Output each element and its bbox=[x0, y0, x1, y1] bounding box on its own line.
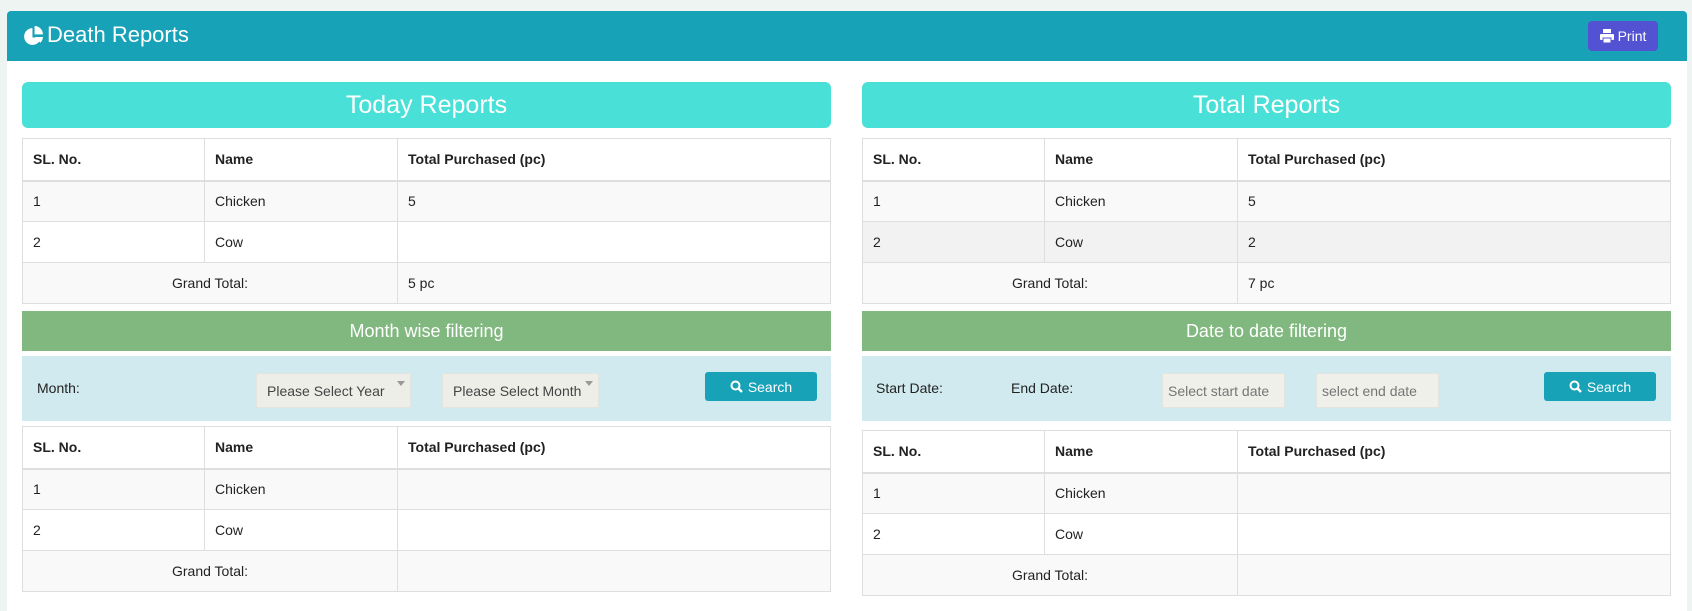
print-label: Print bbox=[1617, 28, 1647, 44]
cell: 1 bbox=[862, 180, 1045, 222]
printer-icon bbox=[1599, 29, 1614, 43]
month-filter-table: SL. No. Name Total Purchased (pc) 1 Chicken… bbox=[22, 426, 831, 592]
total-reports-title: Total Reports bbox=[862, 82, 1671, 128]
search-icon bbox=[730, 380, 743, 393]
month-select[interactable]: Please Select Month bbox=[442, 373, 599, 408]
cell: Cow bbox=[1044, 513, 1238, 555]
table-header-row: SL. No. Name Total Purchased (pc) bbox=[862, 430, 1671, 474]
grand-total-label: Grand Total: bbox=[22, 262, 398, 304]
table-header-row: SL. No. Name Total Purchased (pc) bbox=[22, 138, 831, 182]
cell: Cow bbox=[204, 221, 398, 263]
year-select[interactable]: Please Select Year bbox=[256, 373, 411, 408]
end-date-input[interactable] bbox=[1316, 373, 1439, 408]
date-filter-table: SL. No. Name Total Purchased (pc) 1 Chicken… bbox=[862, 430, 1671, 596]
table-header-row: SL. No. Name Total Purchased (pc) bbox=[22, 426, 831, 470]
col-sl: SL. No. bbox=[862, 138, 1045, 182]
col-name: Name bbox=[1044, 138, 1238, 182]
end-date-label: End Date: bbox=[1011, 380, 1074, 396]
year-select-value: Please Select Year bbox=[267, 383, 385, 399]
cell: Cow bbox=[1044, 221, 1238, 263]
date-filter-title: Date to date filtering bbox=[862, 311, 1671, 351]
cell: Chicken bbox=[1044, 180, 1238, 222]
table-row: 2 Cow 2 bbox=[862, 221, 1671, 263]
grand-total-value: 7 pc bbox=[1237, 262, 1671, 304]
table-row: 2 Cow bbox=[862, 513, 1671, 555]
grand-total-label: Grand Total: bbox=[862, 262, 1238, 304]
grand-total-row: Grand Total: 5 pc bbox=[22, 262, 831, 304]
pie-chart-icon bbox=[24, 26, 43, 45]
col-total: Total Purchased (pc) bbox=[1237, 138, 1671, 182]
table-row: 2 Cow bbox=[22, 221, 831, 263]
table-row: 1 Chicken bbox=[22, 468, 831, 510]
page-header: Death Reports Print bbox=[7, 11, 1687, 61]
cell bbox=[397, 509, 831, 551]
cell: 1 bbox=[22, 468, 205, 510]
grand-total-label: Grand Total: bbox=[22, 550, 398, 592]
cell: 2 bbox=[22, 221, 205, 263]
cell: 1 bbox=[22, 180, 205, 222]
grand-total-label: Grand Total: bbox=[862, 554, 1238, 596]
cell: Chicken bbox=[204, 468, 398, 510]
caret-down-icon bbox=[585, 381, 593, 386]
col-sl: SL. No. bbox=[22, 138, 205, 182]
cell: 5 bbox=[1237, 180, 1671, 222]
today-reports-section: Today Reports SL. No. Name Total Purchased… bbox=[22, 82, 831, 592]
month-select-value: Please Select Month bbox=[453, 383, 582, 399]
date-search-button[interactable]: Search bbox=[1544, 372, 1656, 401]
today-reports-title: Today Reports bbox=[22, 82, 831, 128]
table-header-row: SL. No. Name Total Purchased (pc) bbox=[862, 138, 1671, 182]
date-filter-form: Start Date: End Date: Search bbox=[862, 356, 1671, 421]
month-filter-form: Month: Please Select Year Please Select … bbox=[22, 356, 831, 421]
col-sl: SL. No. bbox=[862, 430, 1045, 474]
grand-total-row: Grand Total: bbox=[22, 550, 831, 592]
table-row: 1 Chicken 5 bbox=[22, 180, 831, 222]
start-date-label: Start Date: bbox=[876, 380, 943, 396]
grand-total-value bbox=[397, 550, 831, 592]
grand-total-value: 5 pc bbox=[397, 262, 831, 304]
cell: 2 bbox=[1237, 221, 1671, 263]
today-reports-table: SL. No. Name Total Purchased (pc) 1 Chicken… bbox=[22, 138, 831, 304]
cell: 2 bbox=[22, 509, 205, 551]
grand-total-row: Grand Total: bbox=[862, 554, 1671, 596]
table-row: 2 Cow bbox=[22, 509, 831, 551]
col-total: Total Purchased (pc) bbox=[397, 426, 831, 470]
col-name: Name bbox=[1044, 430, 1238, 474]
table-row: 1 Chicken bbox=[862, 472, 1671, 514]
cell: 1 bbox=[862, 472, 1045, 514]
col-total: Total Purchased (pc) bbox=[397, 138, 831, 182]
cell: Chicken bbox=[204, 180, 398, 222]
col-sl: SL. No. bbox=[22, 426, 205, 470]
col-name: Name bbox=[204, 426, 398, 470]
table-row: 1 Chicken 5 bbox=[862, 180, 1671, 222]
grand-total-row: Grand Total: 7 pc bbox=[862, 262, 1671, 304]
cell: 2 bbox=[862, 513, 1045, 555]
total-reports-section: Total Reports SL. No. Name Total Purchased… bbox=[862, 82, 1671, 596]
page-title: Death Reports bbox=[47, 22, 189, 47]
month-search-button[interactable]: Search bbox=[705, 372, 817, 401]
month-label: Month: bbox=[37, 380, 80, 396]
cell: 5 bbox=[397, 180, 831, 222]
search-label: Search bbox=[1586, 378, 1632, 395]
caret-down-icon bbox=[397, 381, 405, 386]
cell: Cow bbox=[204, 509, 398, 551]
col-total: Total Purchased (pc) bbox=[1237, 430, 1671, 474]
search-icon bbox=[1569, 380, 1582, 393]
col-name: Name bbox=[204, 138, 398, 182]
cell bbox=[397, 468, 831, 510]
print-button[interactable]: Print bbox=[1588, 21, 1658, 51]
grand-total-value bbox=[1237, 554, 1671, 596]
cell bbox=[1237, 472, 1671, 514]
start-date-input[interactable] bbox=[1162, 373, 1285, 408]
cell: Chicken bbox=[1044, 472, 1238, 514]
search-label: Search bbox=[747, 378, 793, 395]
month-filter-title: Month wise filtering bbox=[22, 311, 831, 351]
cell: 2 bbox=[862, 221, 1045, 263]
total-reports-table: SL. No. Name Total Purchased (pc) 1 Chicken… bbox=[862, 138, 1671, 304]
cell bbox=[397, 221, 831, 263]
cell bbox=[1237, 513, 1671, 555]
